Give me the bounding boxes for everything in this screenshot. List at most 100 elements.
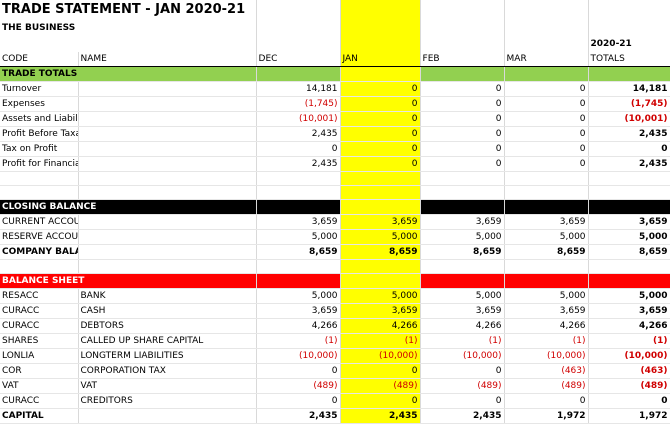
dec-cell[interactable]: 3,659 <box>256 214 341 230</box>
dec-cell[interactable]: (1,745) <box>256 96 341 112</box>
code-cell[interactable]: RESACC <box>0 288 79 304</box>
jan-cell[interactable]: 0 <box>340 363 421 379</box>
name-cell[interactable] <box>78 141 257 157</box>
empty-cell[interactable] <box>504 259 589 274</box>
empty-cell[interactable] <box>78 185 257 200</box>
empty-cell[interactable] <box>256 185 341 200</box>
feb-cell[interactable]: 2,435 <box>420 408 505 424</box>
total-cell[interactable]: 14,181 <box>588 81 670 97</box>
name-cell[interactable] <box>78 408 257 424</box>
dec-cell[interactable]: 0 <box>256 141 341 157</box>
feb-cell[interactable]: 0 <box>420 156 505 172</box>
total-cell[interactable]: 3,659 <box>588 214 670 230</box>
total-cell[interactable]: (463) <box>588 363 670 379</box>
dec-cell[interactable]: 2,435 <box>256 156 341 172</box>
code-cell[interactable]: LONLIA <box>0 348 79 364</box>
total-cell[interactable]: 4,266 <box>588 318 670 334</box>
total-cell[interactable]: 0 <box>588 393 670 409</box>
name-cell[interactable]: CASH <box>78 303 257 319</box>
jan-cell[interactable]: 8,659 <box>340 244 421 260</box>
code-cell[interactable]: Turnover <box>0 81 79 97</box>
empty-cell[interactable] <box>420 185 505 200</box>
dec-cell[interactable]: (10,000) <box>256 348 341 364</box>
mar-cell[interactable]: 3,659 <box>504 303 589 319</box>
total-cell[interactable]: (1,745) <box>588 96 670 112</box>
jan-cell[interactable]: 0 <box>340 393 421 409</box>
name-cell[interactable] <box>78 81 257 97</box>
feb-cell[interactable]: 0 <box>420 126 505 142</box>
band-cell[interactable] <box>504 199 589 215</box>
closing-balance-label[interactable]: CLOSING BALANCE <box>0 199 257 215</box>
feb-cell[interactable]: 8,659 <box>420 244 505 260</box>
dec-cell[interactable]: 3,659 <box>256 303 341 319</box>
code-cell[interactable]: Profit for Financial Year <box>0 156 79 172</box>
total-cell[interactable]: 5,000 <box>588 229 670 245</box>
dec-cell[interactable]: 5,000 <box>256 288 341 304</box>
mar-cell[interactable]: 5,000 <box>504 229 589 245</box>
band-cell[interactable] <box>588 66 670 82</box>
jan-cell[interactable]: 0 <box>340 96 421 112</box>
name-cell[interactable]: LONGTERM LIABILITIES <box>78 348 257 364</box>
empty-cell[interactable] <box>0 259 79 274</box>
feb-cell[interactable]: 3,659 <box>420 214 505 230</box>
mar-cell[interactable]: 0 <box>504 156 589 172</box>
feb-cell[interactable]: (489) <box>420 378 505 394</box>
feb-cell[interactable]: 0 <box>420 81 505 97</box>
code-cell[interactable]: COMPANY BALANCE <box>0 244 79 260</box>
total-cell[interactable]: 0 <box>588 141 670 157</box>
band-cell[interactable] <box>588 199 670 215</box>
dec-cell[interactable]: 5,000 <box>256 229 341 245</box>
header-name[interactable]: NAME <box>78 52 257 67</box>
mar-cell[interactable]: (1) <box>504 333 589 349</box>
feb-cell[interactable]: 0 <box>420 363 505 379</box>
feb-cell[interactable]: 3,659 <box>420 303 505 319</box>
code-cell[interactable]: CURACC <box>0 303 79 319</box>
header-feb[interactable]: FEB <box>420 52 505 67</box>
jan-cell[interactable]: 4,266 <box>340 318 421 334</box>
name-cell[interactable] <box>78 96 257 112</box>
header-jan[interactable]: JAN <box>340 52 421 67</box>
feb-cell[interactable]: 0 <box>420 393 505 409</box>
empty-cell[interactable] <box>504 185 589 200</box>
empty-cell[interactable] <box>588 171 670 186</box>
empty-cell[interactable] <box>78 171 257 186</box>
feb-cell[interactable]: 0 <box>420 111 505 127</box>
total-cell[interactable]: 2,435 <box>588 156 670 172</box>
mar-cell[interactable]: 0 <box>504 141 589 157</box>
code-cell[interactable]: RESERVE ACCOUNT <box>0 229 79 245</box>
empty-cell[interactable] <box>256 171 341 186</box>
trade-totals-label[interactable]: TRADE TOTALS <box>0 66 257 82</box>
total-cell[interactable]: (489) <box>588 378 670 394</box>
name-cell[interactable] <box>78 214 257 230</box>
jan-cell[interactable]: (489) <box>340 378 421 394</box>
mar-cell[interactable]: 0 <box>504 81 589 97</box>
dec-cell[interactable]: 8,659 <box>256 244 341 260</box>
dec-cell[interactable]: 4,266 <box>256 318 341 334</box>
dec-cell[interactable]: (489) <box>256 378 341 394</box>
jan-cell[interactable]: 3,659 <box>340 303 421 319</box>
name-cell[interactable]: CALLED UP SHARE CAPITAL <box>78 333 257 349</box>
mar-cell[interactable]: (463) <box>504 363 589 379</box>
jan-cell[interactable]: 3,659 <box>340 214 421 230</box>
code-cell[interactable]: CAPITAL <box>0 408 79 424</box>
jan-cell[interactable]: (1) <box>340 333 421 349</box>
mar-cell[interactable]: 4,266 <box>504 318 589 334</box>
dec-cell[interactable]: (1) <box>256 333 341 349</box>
empty-cell[interactable] <box>340 185 421 200</box>
header-mar[interactable]: MAR <box>504 52 589 67</box>
jan-cell[interactable]: (10,000) <box>340 348 421 364</box>
empty-cell[interactable] <box>420 171 505 186</box>
code-cell[interactable]: COR <box>0 363 79 379</box>
empty-cell[interactable] <box>0 185 79 200</box>
header-dec[interactable]: DEC <box>256 52 341 67</box>
mar-cell[interactable]: 3,659 <box>504 214 589 230</box>
jan-cell[interactable]: 0 <box>340 141 421 157</box>
empty-cell[interactable] <box>340 259 421 274</box>
band-cell[interactable] <box>256 273 341 289</box>
mar-cell[interactable]: 8,659 <box>504 244 589 260</box>
band-cell[interactable] <box>588 273 670 289</box>
name-cell[interactable] <box>78 111 257 127</box>
empty-cell[interactable] <box>78 259 257 274</box>
feb-cell[interactable]: 5,000 <box>420 288 505 304</box>
band-cell[interactable] <box>420 199 505 215</box>
